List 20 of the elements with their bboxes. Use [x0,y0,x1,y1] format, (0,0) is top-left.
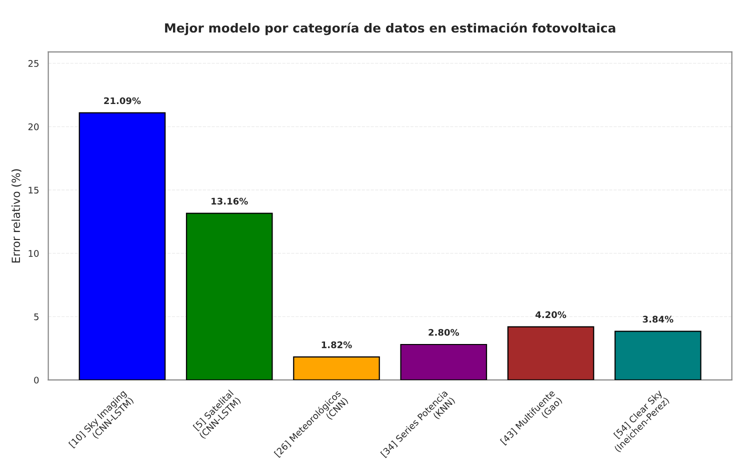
data-label: 4.20% [536,311,566,318]
bar [400,344,488,380]
bar [507,326,594,380]
data-label: 1.82% [322,341,352,348]
y-tick-label: 10 [28,250,39,257]
bar [293,356,380,380]
data-label: 21.09% [104,97,141,104]
y-tick-label: 20 [28,123,39,130]
bar [614,330,702,380]
y-tick-label: 25 [28,60,38,67]
y-axis-title: Error relativo (%) [11,169,22,262]
bar [78,112,166,380]
data-label: 2.80% [428,328,460,336]
data-label: 13.16% [212,198,248,205]
bar [186,212,273,380]
data-label: 3.84% [642,316,674,323]
y-tick-label: 5 [34,313,38,320]
y-tick-label: 0 [34,376,39,384]
chart-title: Mejor modelo por categoría de datos en estimación fotovoltaica [165,22,616,36]
y-tick-label: 15 [28,186,38,194]
